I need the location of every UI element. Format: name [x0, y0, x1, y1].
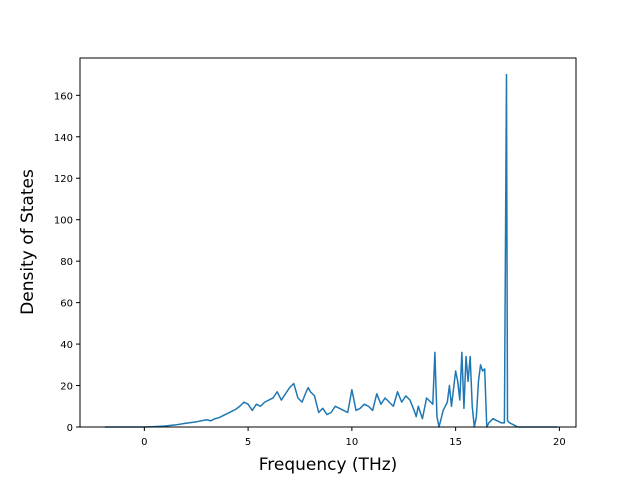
y-tick-label: 0 — [67, 423, 73, 434]
dos-line — [104, 73, 558, 428]
axes-frame — [79, 57, 577, 428]
x-tick-label: 10 — [345, 437, 358, 448]
y-tick-label: 80 — [60, 257, 73, 268]
x-tick-label: 20 — [553, 437, 566, 448]
y-tick-label: 100 — [54, 216, 73, 227]
y-tick-label: 40 — [60, 340, 73, 351]
y-tick-label: 20 — [60, 382, 73, 393]
y-tick-label: 160 — [54, 91, 73, 102]
plot-area — [104, 73, 558, 428]
x-tick-label: 0 — [141, 437, 147, 448]
y-tick-label: 60 — [60, 299, 73, 310]
x-axis-ticks: 0 5 10 15 20 — [141, 427, 566, 448]
y-tick-label: 140 — [54, 133, 73, 144]
y-tick-label: 120 — [54, 174, 73, 185]
y-axis-ticks: 0 20 40 60 80 100 120 140 160 — [54, 91, 80, 434]
x-tick-label: 5 — [245, 437, 251, 448]
x-axis-label: Frequency (THz) — [259, 455, 398, 475]
x-tick-label: 15 — [449, 437, 462, 448]
y-axis-label: Density of States — [18, 169, 38, 315]
